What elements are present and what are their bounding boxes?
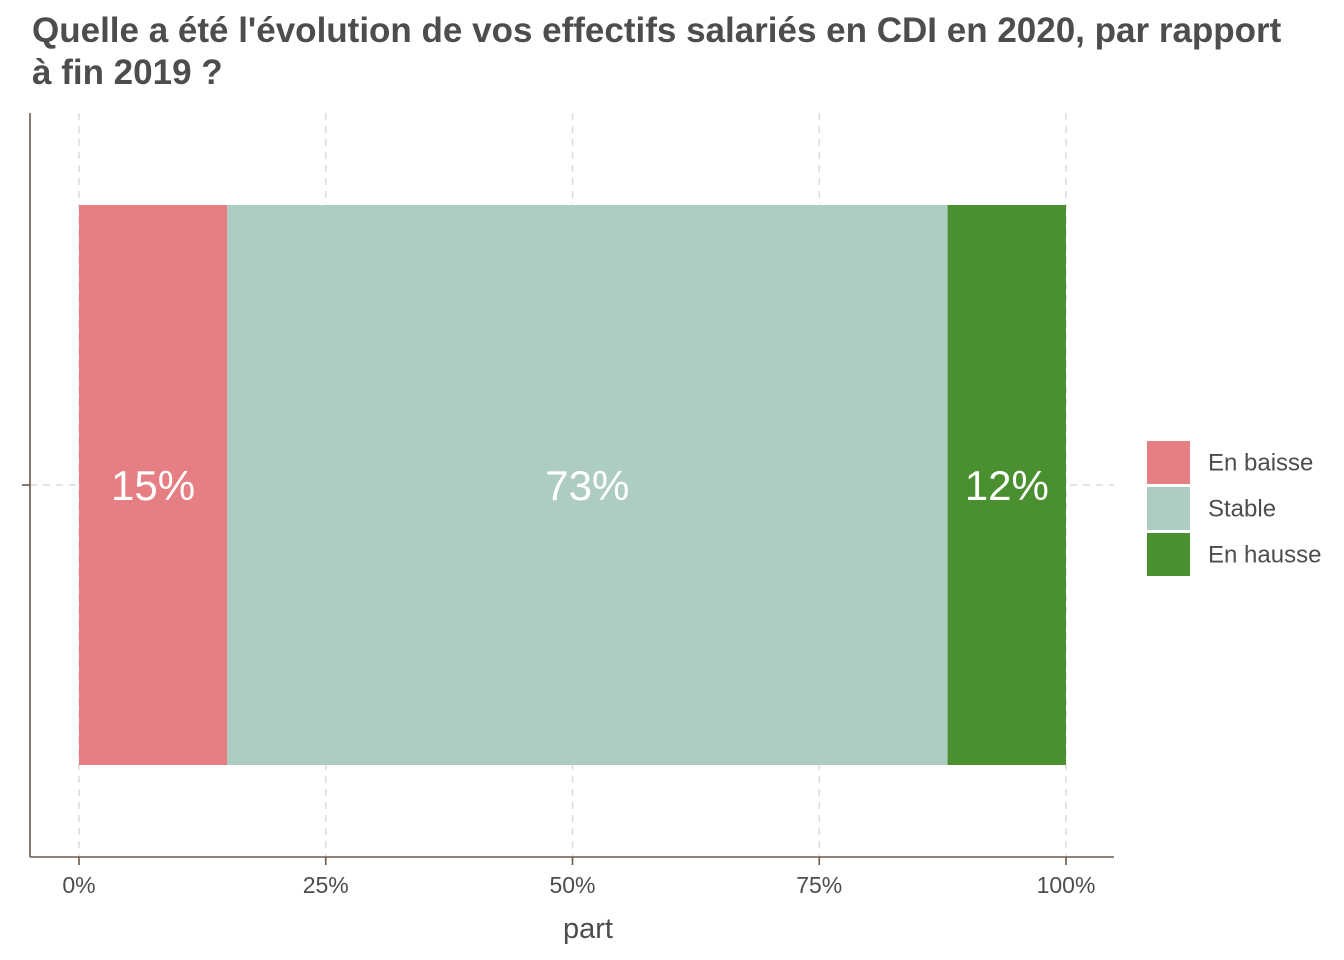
bar-label-stable: 73% xyxy=(545,462,629,509)
legend-swatch-stable xyxy=(1147,487,1190,530)
bar-label-en-baisse: 15% xyxy=(111,462,195,509)
x-tick-labels: 0% 25% 50% 75% 100% xyxy=(62,857,1095,898)
bar-labels: 15% 73% 12% xyxy=(111,462,1049,509)
legend-label-en-hausse: En hausse xyxy=(1208,542,1321,569)
x-tick-label-2: 50% xyxy=(549,872,595,898)
x-tick-label-1: 25% xyxy=(303,872,349,898)
chart-title: Quelle a été l'évolution de vos effectif… xyxy=(32,11,1282,92)
x-tick-label-3: 75% xyxy=(796,872,842,898)
x-tick-label-0: 0% xyxy=(62,872,95,898)
x-axis-title: part xyxy=(563,913,613,945)
bar-segment-stable xyxy=(227,205,948,765)
bar-segment-en-baisse xyxy=(79,205,228,765)
bar-layer xyxy=(79,205,1066,765)
legend-swatch-en-hausse xyxy=(1147,533,1190,576)
bar-segment-en-hausse xyxy=(947,205,1066,765)
legend-swatch-en-baisse xyxy=(1147,441,1190,484)
x-tick-label-4: 100% xyxy=(1037,872,1096,898)
bar-label-en-hausse: 12% xyxy=(965,462,1049,509)
legend: En baisse Stable En hausse xyxy=(1147,441,1321,576)
legend-label-stable: Stable xyxy=(1208,496,1276,523)
legend-label-en-baisse: En baisse xyxy=(1208,450,1313,477)
